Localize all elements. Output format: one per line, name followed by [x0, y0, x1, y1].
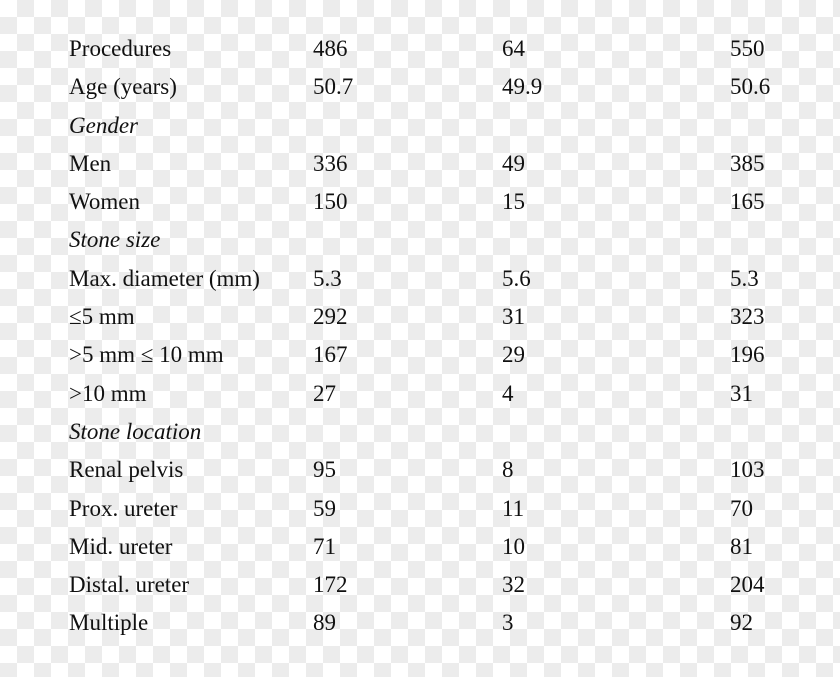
cell-value: 8 — [502, 457, 514, 483]
cell-value: 50.7 — [313, 74, 354, 100]
cell-value: 59 — [313, 495, 336, 521]
cell-value: 196 — [730, 342, 765, 368]
row-label: Multiple — [69, 610, 149, 636]
cell-value: 323 — [730, 304, 765, 330]
cell-value: 172 — [313, 572, 348, 598]
row-label: Max. diameter (mm) — [69, 265, 260, 291]
cell-value: 550 — [730, 36, 765, 61]
cell-value: 92 — [730, 610, 753, 636]
cell-value: 50.6 — [730, 74, 771, 100]
cell-value: 95 — [313, 457, 336, 483]
cell-value: 103 — [730, 457, 765, 483]
row-label: Renal pelvis — [69, 457, 184, 483]
row-label: Prox. ureter — [69, 495, 178, 521]
cell-value: 165 — [730, 189, 765, 215]
row-label: Procedures — [69, 36, 172, 61]
cell-value: 385 — [730, 150, 765, 176]
cell-value: 5.3 — [313, 265, 342, 291]
cell-value: 150 — [313, 189, 348, 215]
cell-value: 29 — [502, 342, 525, 368]
row-label: Gender — [69, 112, 138, 138]
row-label: >5 mm ≤ 10 mm — [69, 342, 224, 368]
cell-value: 3 — [502, 610, 514, 636]
cell-value: 32 — [502, 572, 525, 598]
cell-value: 204 — [730, 572, 765, 598]
row-label: Women — [69, 189, 140, 215]
cell-value: 70 — [730, 495, 753, 521]
cell-value: 5.3 — [730, 265, 759, 291]
cell-value: 64 — [502, 36, 525, 61]
cell-value: 4 — [502, 380, 514, 406]
cell-value: 71 — [313, 533, 336, 559]
cell-value: 49.9 — [502, 74, 543, 100]
row-label: Distal. ureter — [69, 572, 190, 598]
cell-value: 49 — [502, 150, 525, 176]
cell-value: 27 — [313, 380, 336, 406]
row-label: Stone location — [69, 418, 202, 444]
row-label: Stone size — [69, 227, 161, 253]
row-label: >10 mm — [69, 380, 147, 406]
cell-value: 31 — [502, 304, 525, 330]
cell-value: 11 — [502, 495, 525, 521]
cell-value: 89 — [313, 610, 336, 636]
cell-value: 15 — [502, 189, 525, 215]
cell-value: 31 — [730, 380, 753, 406]
cell-value: 336 — [313, 150, 348, 176]
cell-value: 81 — [730, 533, 753, 559]
cell-value: 292 — [313, 304, 348, 330]
cell-value: 10 — [502, 533, 525, 559]
row-label: ≤5 mm — [69, 304, 135, 330]
row-label: Men — [69, 150, 112, 176]
cell-value: 486 — [313, 36, 348, 61]
row-label: Mid. ureter — [69, 533, 173, 559]
cell-value: 5.6 — [502, 265, 531, 291]
row-label: Age (years) — [69, 74, 177, 100]
cell-value: 167 — [313, 342, 348, 368]
